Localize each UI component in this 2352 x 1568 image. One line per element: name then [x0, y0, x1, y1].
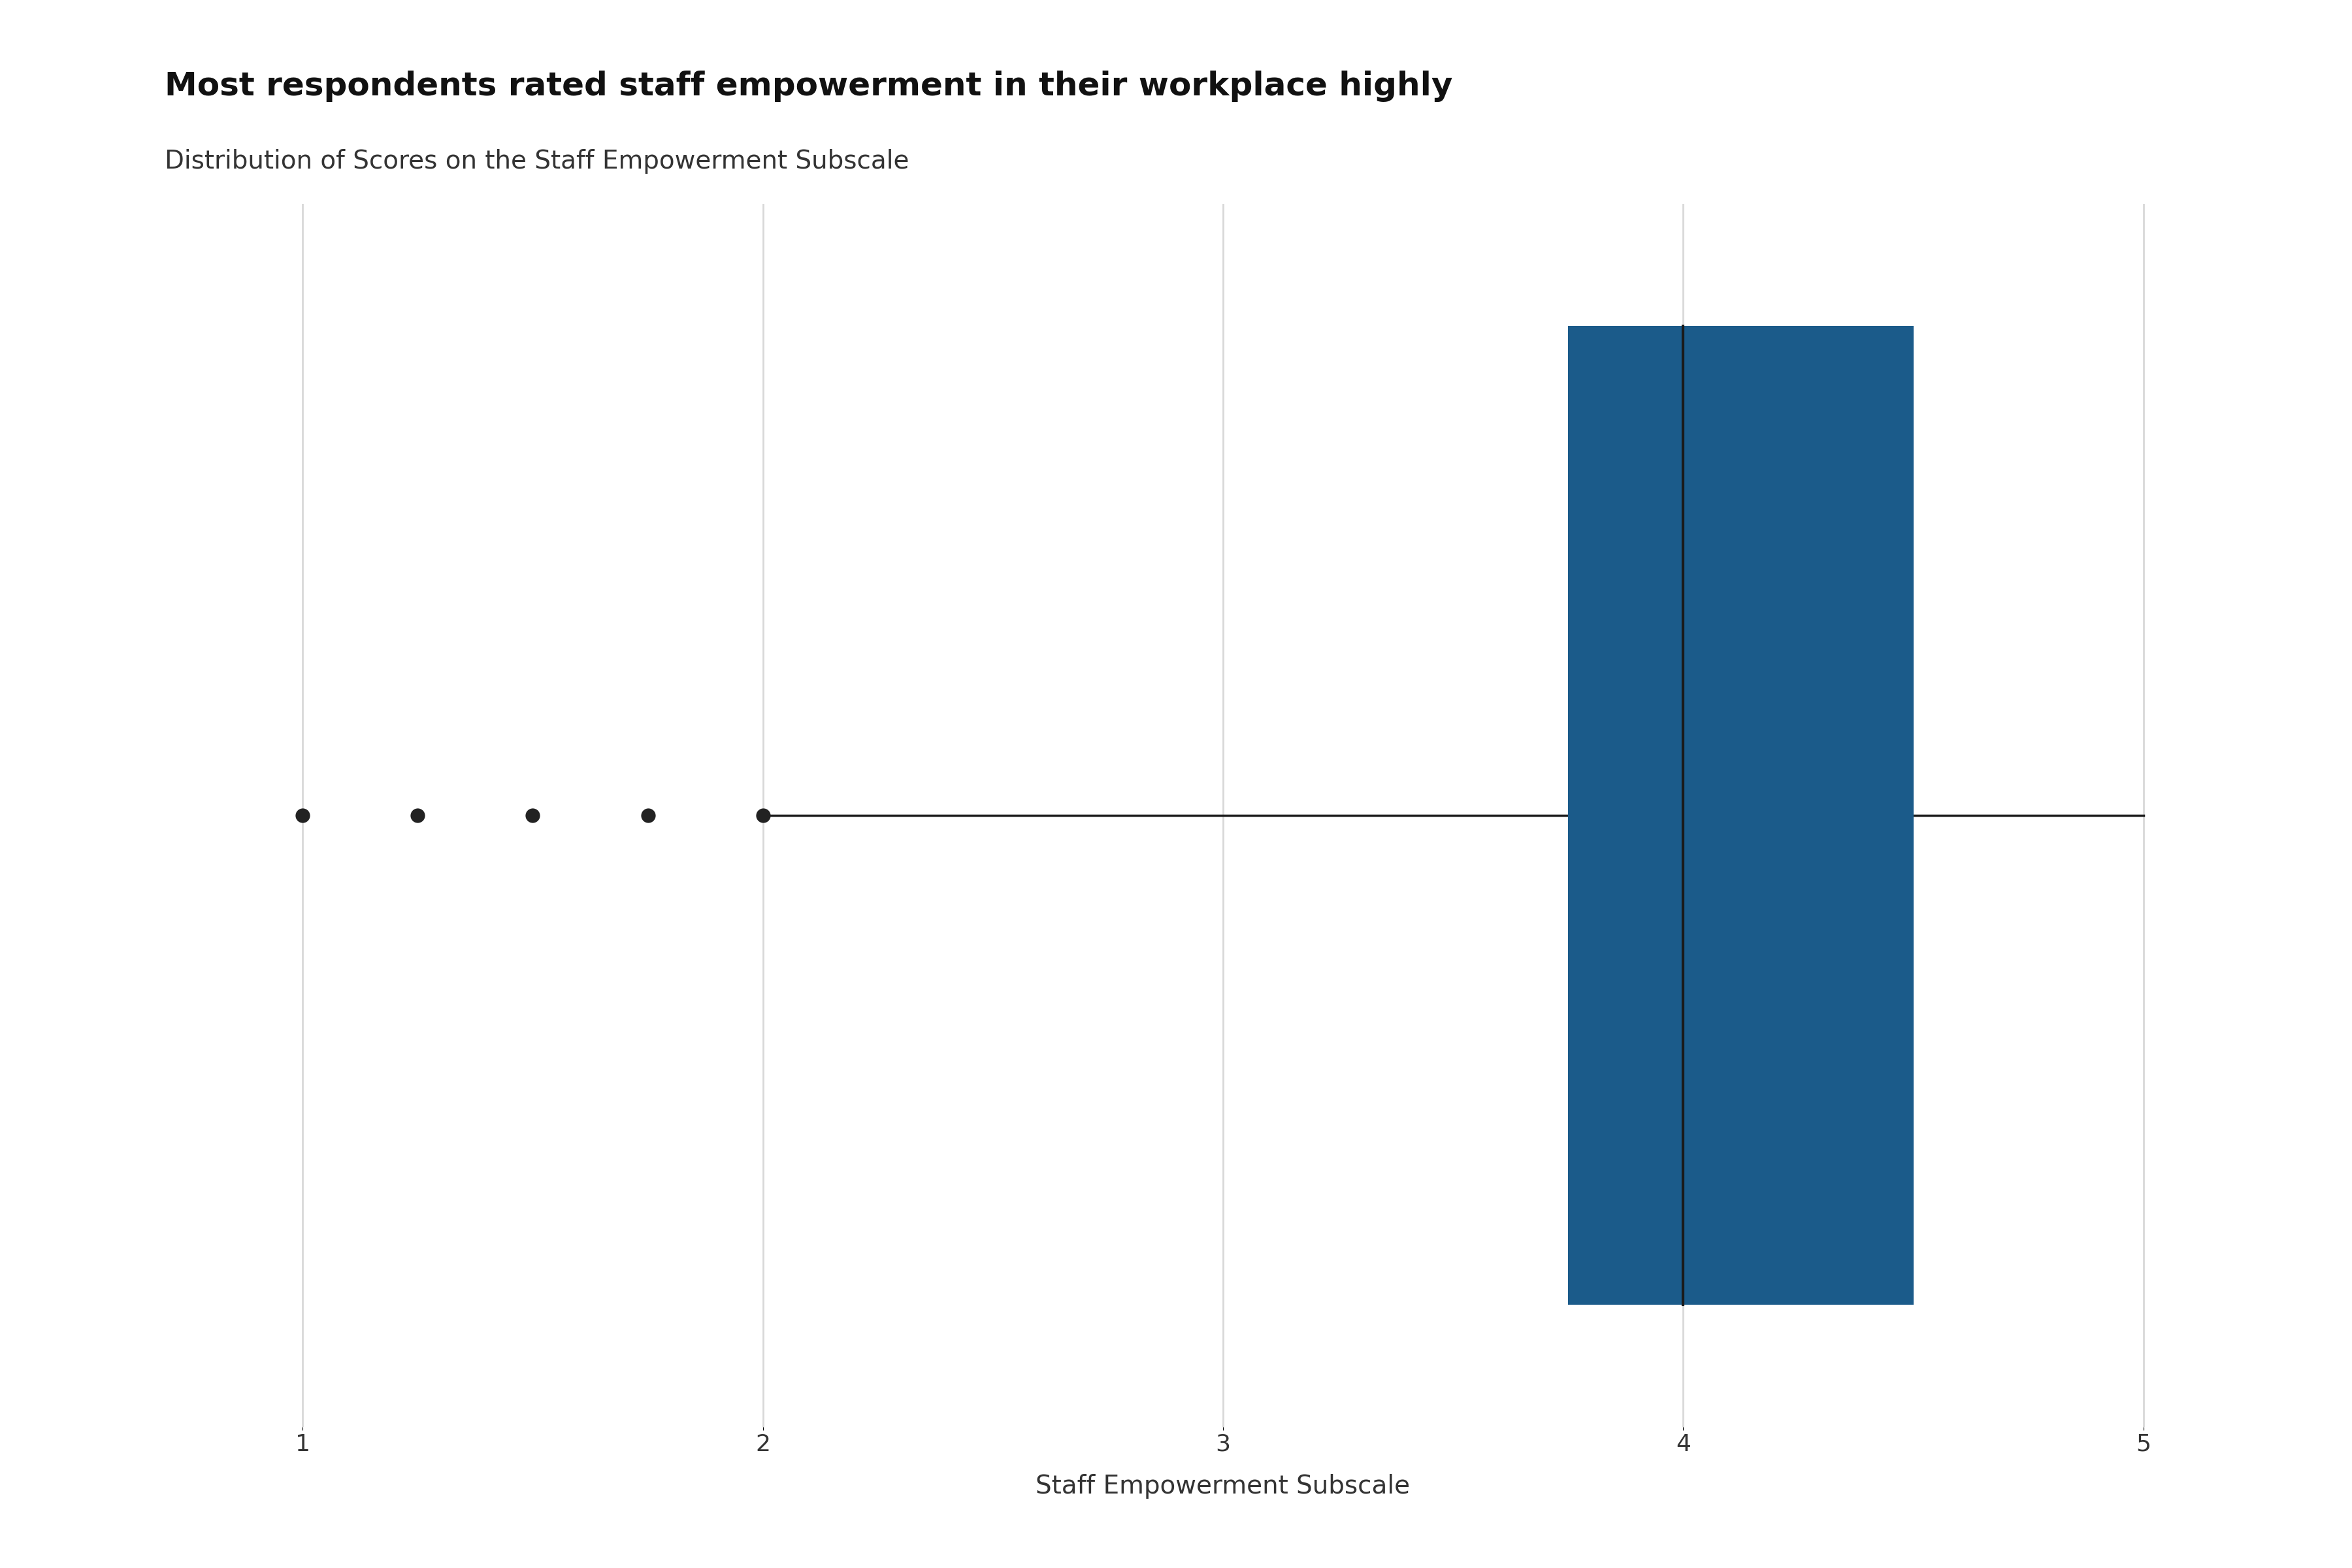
- Text: Distribution of Scores on the Staff Empowerment Subscale: Distribution of Scores on the Staff Empo…: [165, 149, 910, 174]
- Bar: [1569, 326, 1912, 1305]
- X-axis label: Staff Empowerment Subscale: Staff Empowerment Subscale: [1035, 1474, 1411, 1499]
- Text: Most respondents rated staff empowerment in their workplace highly: Most respondents rated staff empowerment…: [165, 71, 1454, 102]
